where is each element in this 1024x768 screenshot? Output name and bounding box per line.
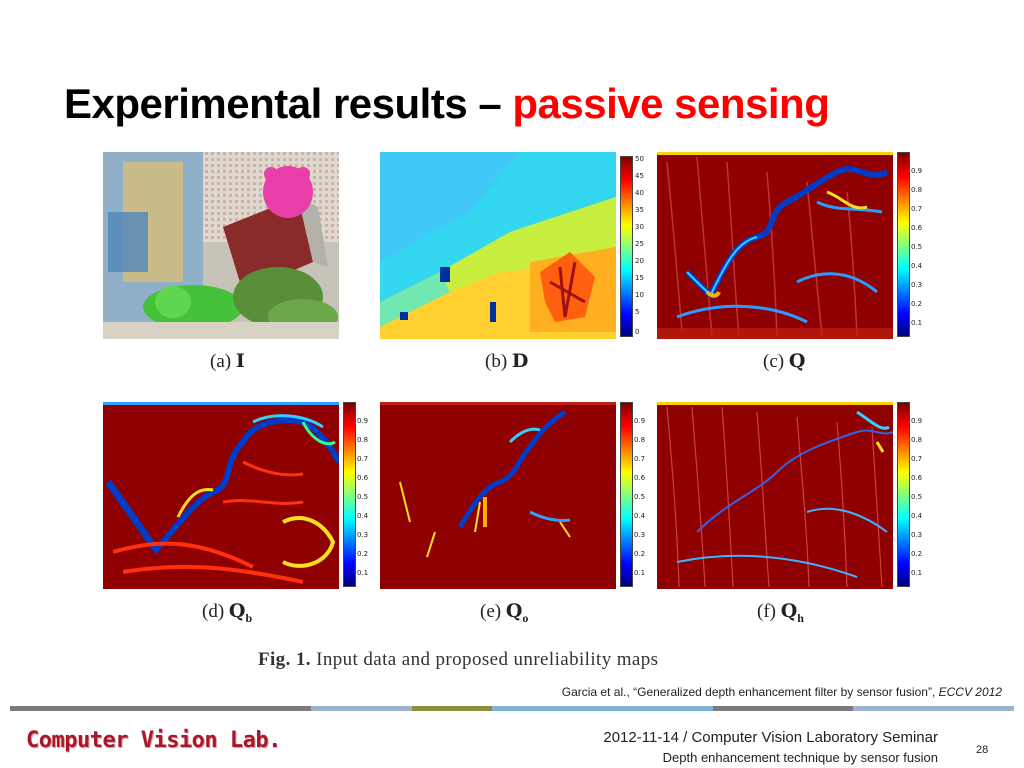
map-qh-image	[657, 402, 893, 589]
bar-segment	[712, 706, 854, 711]
citation-text: Garcia et al., “Generalized depth enhanc…	[561, 685, 939, 699]
panel-a-image	[103, 152, 339, 339]
tick-b-5: 5	[635, 308, 640, 316]
panel-f-colorbar	[897, 402, 910, 587]
bar-segment	[10, 706, 312, 711]
panel-b-depth-map	[380, 152, 616, 339]
panel-c-colorbar	[897, 152, 910, 337]
page-number: 28	[976, 744, 989, 756]
bar-segment	[411, 706, 492, 711]
panel-d-colorbar	[343, 402, 356, 587]
panel-c-unreliability-map	[657, 152, 893, 339]
tick-b-50: 50	[635, 155, 644, 163]
input-color-image	[103, 152, 339, 339]
footer-color-bar	[10, 706, 1014, 711]
tick-b-0: 0	[635, 328, 640, 336]
panel-f-unreliability-map	[657, 402, 893, 589]
citation-venue: ECCV 2012	[938, 685, 1002, 699]
slide-title-accent: passive sensing	[512, 80, 830, 127]
tick-b-15: 15	[635, 274, 644, 282]
slide-title-main: Experimental results –	[64, 80, 513, 127]
panel-e-caption: (e) Qo	[480, 600, 529, 625]
bar-segment	[311, 706, 412, 711]
panel-e-colorbar	[620, 402, 633, 587]
tick-b-30: 30	[635, 223, 644, 231]
lab-logo: Computer Vision Lab.	[26, 728, 281, 753]
tick-b-40: 40	[635, 189, 644, 197]
map-q-image	[657, 152, 893, 339]
tick-b-10: 10	[635, 291, 644, 299]
bar-segment	[853, 706, 1014, 711]
panel-b-colorbar	[620, 156, 633, 337]
slide-title: Experimental results – passive sensing	[64, 80, 830, 128]
map-qo-image	[380, 402, 616, 589]
bar-segment	[491, 706, 713, 711]
depth-map-image	[380, 152, 616, 339]
tick-b-25: 25	[635, 240, 644, 248]
citation: Garcia et al., “Generalized depth enhanc…	[562, 685, 1002, 699]
tick-b-35: 35	[635, 206, 644, 214]
panel-e-unreliability-map	[380, 402, 616, 589]
figure-caption-label: Fig. 1.	[258, 649, 311, 670]
footer-talk-title: Depth enhancement technique by sensor fu…	[662, 750, 938, 765]
tick-b-45: 45	[635, 172, 644, 180]
panel-a-caption: (a) I	[210, 350, 245, 372]
figure-caption: Fig. 1. Input data and proposed unreliab…	[258, 649, 658, 671]
figure-caption-text: Input data and proposed unreliability ma…	[310, 649, 659, 670]
map-qb-image	[103, 402, 339, 589]
panel-b-caption: (b) D	[485, 350, 529, 372]
panel-d-caption: (d) Qb	[202, 600, 253, 625]
footer-date-seminar: 2012-11-14 / Computer Vision Laboratory …	[603, 729, 938, 746]
panel-f-caption: (f) Qh	[757, 600, 804, 625]
panel-d-unreliability-map	[103, 402, 339, 589]
tick-b-20: 20	[635, 257, 644, 265]
panel-c-caption: (c) Q	[763, 350, 806, 372]
